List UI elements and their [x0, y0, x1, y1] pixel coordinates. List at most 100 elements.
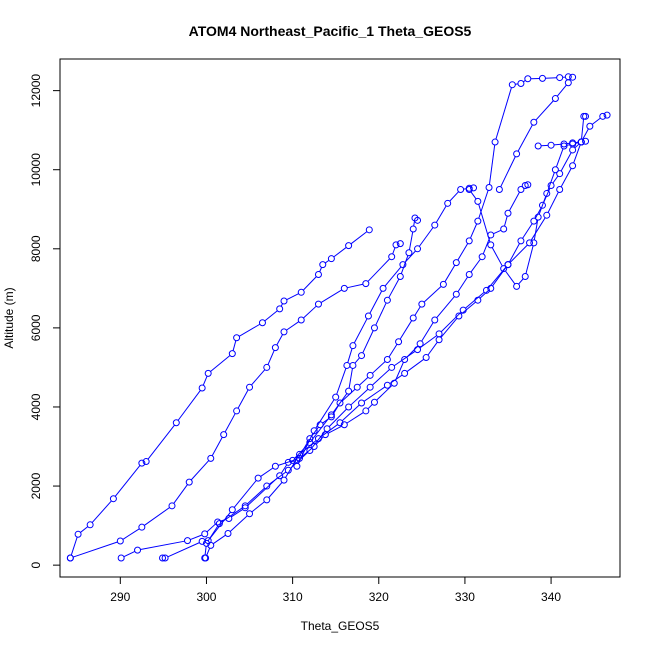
series-segment: [231, 509, 243, 518]
series-segment: [290, 452, 308, 469]
data-point: [508, 81, 516, 89]
data-point: [556, 185, 564, 193]
data-point: [161, 554, 169, 562]
data-point: [86, 521, 94, 529]
data-point: [504, 261, 512, 269]
series-segment: [375, 302, 387, 326]
data-point: [198, 384, 206, 392]
series-segment: [336, 368, 347, 395]
data-point: [258, 319, 266, 327]
data-point: [233, 407, 241, 415]
series-segment: [449, 191, 459, 202]
series-segment: [237, 389, 249, 409]
series-segment: [247, 487, 265, 505]
data-point: [370, 398, 378, 406]
data-point: [319, 261, 327, 269]
series-segment: [280, 303, 284, 307]
series-3: [117, 73, 577, 562]
series-segment: [347, 283, 364, 289]
chart-title: ATOM4 Northeast_Pacific_1 Theta_GEOS5: [189, 23, 472, 39]
series-segment: [286, 293, 299, 301]
data-point: [185, 478, 193, 486]
data-point: [263, 363, 271, 371]
series-segment: [406, 358, 425, 372]
series-segment: [493, 229, 502, 235]
data-point: [383, 356, 391, 364]
x-tick-label: 310: [283, 590, 303, 604]
data-point: [204, 369, 212, 377]
data-point: [530, 217, 538, 225]
data-point: [517, 185, 525, 193]
data-point: [414, 346, 422, 354]
series-segment: [400, 255, 409, 274]
series-segment: [302, 276, 317, 291]
data-point: [327, 411, 335, 419]
series-segment: [555, 148, 564, 168]
series-segment: [311, 416, 330, 441]
series-11: [534, 112, 590, 150]
y-tick-label: 8000: [29, 235, 43, 262]
y-tick-label: 10000: [29, 153, 43, 187]
data-point: [306, 446, 314, 454]
data-point: [220, 431, 228, 439]
data-point: [396, 272, 404, 280]
data-point: [452, 259, 460, 267]
data-point: [409, 225, 417, 233]
data-point: [487, 241, 495, 249]
data-point: [452, 290, 460, 298]
data-point: [439, 280, 447, 288]
data-point: [284, 466, 292, 474]
data-point: [370, 324, 378, 332]
series-segment: [251, 501, 265, 513]
series-segment: [328, 408, 347, 427]
data-point: [233, 334, 241, 342]
data-point: [556, 170, 564, 178]
data-point: [556, 74, 564, 82]
data-point: [405, 249, 413, 257]
series-segment: [538, 196, 547, 215]
data-point: [241, 502, 249, 510]
series-segment: [206, 523, 216, 533]
data-point: [327, 255, 335, 263]
series-segment: [80, 526, 89, 533]
series-segment: [233, 480, 257, 508]
y-tick-label: 2000: [29, 472, 43, 499]
series-segment: [346, 412, 364, 424]
y-axis: 0 2000 4000 6000 8000 10000 12000: [29, 74, 61, 568]
y-axis-label: Altitude (m): [2, 287, 16, 348]
data-point: [530, 118, 538, 126]
series-5: [202, 137, 590, 562]
data-point: [418, 300, 426, 308]
series-segment: [350, 388, 369, 406]
x-tick-label: 300: [196, 590, 216, 604]
data-point: [271, 344, 279, 352]
data-point: [422, 354, 430, 362]
data-point: [349, 342, 357, 350]
data-point: [551, 95, 559, 103]
series-segment: [530, 217, 546, 241]
series-segment: [341, 404, 360, 422]
data-point: [392, 241, 400, 249]
series-segment: [190, 534, 203, 540]
data-point: [297, 316, 305, 324]
series-segment: [517, 124, 533, 152]
series-segment: [560, 152, 572, 172]
x-tick-label: 340: [541, 590, 561, 604]
series-segment: [73, 541, 118, 558]
data-point: [495, 185, 503, 193]
data-point: [345, 403, 353, 411]
series-segment: [333, 247, 347, 258]
series-segment: [210, 355, 231, 372]
data-point: [66, 554, 74, 562]
series-segment: [488, 144, 496, 185]
series-segment: [202, 375, 208, 386]
series-segment: [509, 244, 528, 263]
data-point: [543, 211, 551, 219]
data-point: [289, 456, 297, 464]
series-segment: [123, 550, 136, 558]
data-point: [246, 383, 254, 391]
data-point: [569, 139, 577, 147]
series-segment: [369, 290, 383, 314]
series-layer: [66, 73, 611, 562]
data-point: [547, 141, 555, 149]
